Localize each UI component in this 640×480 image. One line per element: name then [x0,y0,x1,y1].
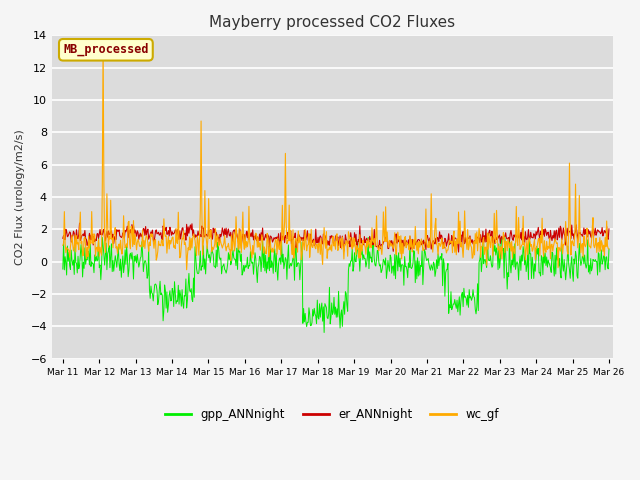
wc_gf [183,267,191,273]
wc_gf [99,40,107,46]
er_ANNnight [419,241,427,247]
wc_gf [211,241,219,247]
wc_gf [59,242,67,248]
Legend: gpp_ANNnight, er_ANNnight, wc_gf: gpp_ANNnight, er_ANNnight, wc_gf [161,403,504,426]
er_ANNnight [455,249,463,255]
Title: Mayberry processed CO2 Fluxes: Mayberry processed CO2 Fluxes [209,15,455,30]
wc_gf [69,241,77,247]
gpp_ANNnight [605,246,612,252]
er_ANNnight [605,226,612,232]
er_ANNnight [403,242,411,248]
gpp_ANNnight [420,265,428,271]
gpp_ANNnight [95,235,102,240]
wc_gf [181,240,189,245]
Y-axis label: CO2 Flux (urology/m2/s): CO2 Flux (urology/m2/s) [15,129,25,265]
wc_gf [404,241,412,247]
wc_gf [126,241,134,247]
wc_gf [605,246,612,252]
Line: wc_gf: wc_gf [63,43,609,270]
gpp_ANNnight [210,264,218,269]
er_ANNnight [76,220,83,226]
er_ANNnight [210,229,218,235]
er_ANNnight [69,233,77,239]
gpp_ANNnight [181,293,189,299]
gpp_ANNnight [404,275,412,281]
wc_gf [420,248,428,253]
Text: MB_processed: MB_processed [63,43,148,57]
er_ANNnight [126,231,134,237]
gpp_ANNnight [126,252,134,258]
er_ANNnight [59,235,67,241]
er_ANNnight [181,230,189,236]
gpp_ANNnight [59,266,67,272]
gpp_ANNnight [69,262,77,268]
gpp_ANNnight [320,330,328,336]
Line: gpp_ANNnight: gpp_ANNnight [63,238,609,333]
Line: er_ANNnight: er_ANNnight [63,223,609,252]
